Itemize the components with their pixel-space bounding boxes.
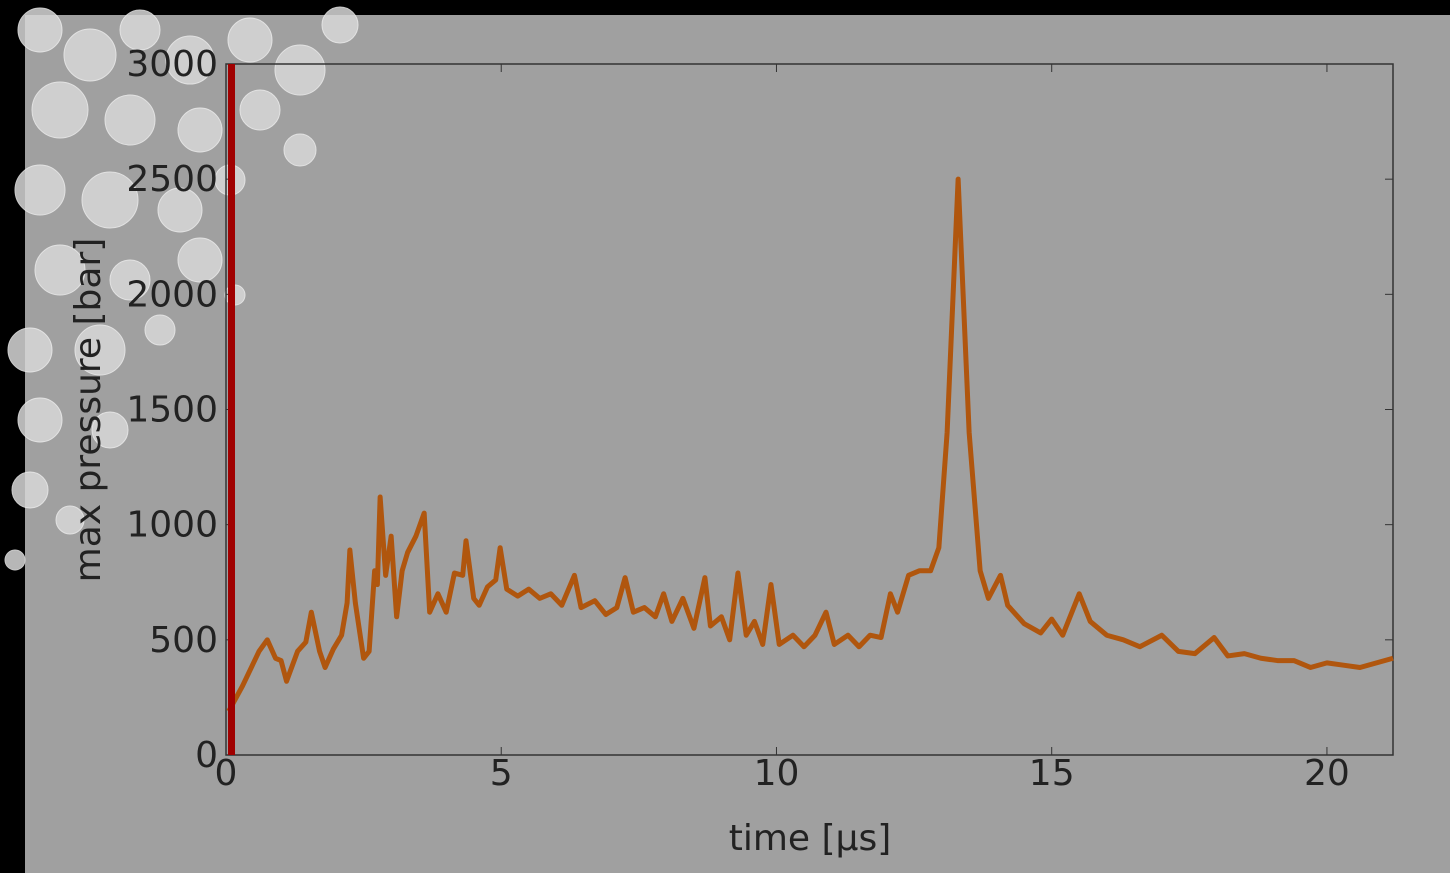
y-tick-label: 3000	[126, 44, 218, 85]
x-tick-label: 10	[754, 753, 800, 794]
x-tick-label: 5	[490, 753, 513, 794]
y-tick-label: 0	[195, 735, 218, 776]
y-tick-label: 1500	[126, 390, 218, 431]
x-axis-label: time [μs]	[729, 818, 892, 859]
y-tick-label: 500	[149, 620, 218, 661]
y-axis-label: max pressure [bar]	[68, 238, 109, 583]
x-tick-label: 15	[1029, 753, 1075, 794]
data-line	[226, 176, 1394, 713]
bubble-decoration	[4, 6, 359, 571]
panel	[25, 15, 1450, 873]
y-tick-label: 2500	[126, 159, 218, 200]
x-tick-label: 20	[1304, 753, 1350, 794]
y-tick-label: 2000	[126, 274, 218, 315]
y-tick-label: 1000	[126, 505, 218, 546]
x-tick-label: 0	[215, 753, 238, 794]
